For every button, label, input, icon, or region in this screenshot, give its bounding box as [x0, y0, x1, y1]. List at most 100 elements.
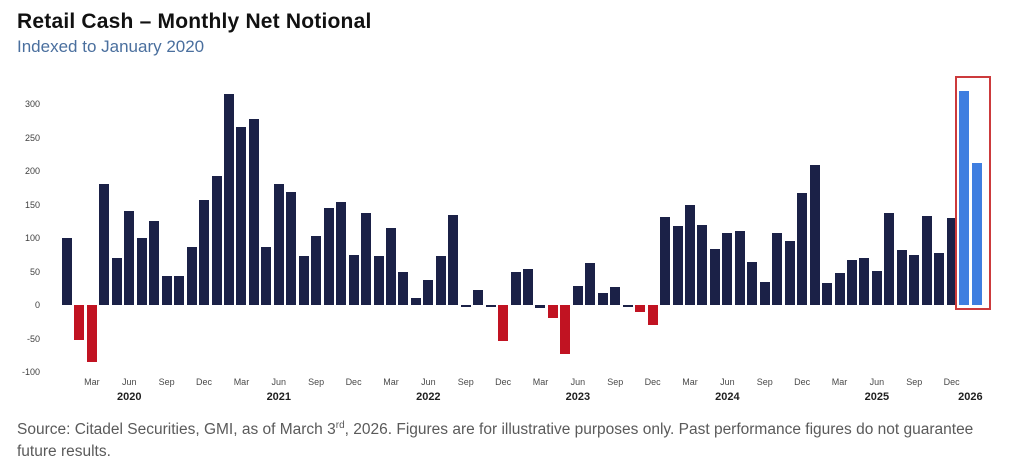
bar — [859, 258, 870, 305]
bar — [685, 204, 695, 305]
bar — [298, 256, 309, 305]
x-tick-label: Mar — [233, 377, 250, 387]
bar — [485, 305, 496, 307]
x-tick-label: Mar — [383, 377, 399, 387]
bar — [74, 305, 85, 340]
x-tick-label: Jun — [271, 377, 287, 387]
y-tick-label: -50 — [26, 333, 40, 344]
highlight-box — [954, 75, 991, 310]
bar — [199, 199, 210, 305]
bar — [248, 118, 259, 305]
year-label: 2026 — [958, 391, 983, 403]
bar — [410, 298, 421, 305]
y-tick-label: 0 — [34, 300, 40, 310]
year-label: 2024 — [715, 391, 740, 403]
bar — [161, 275, 172, 305]
x-tick-label: Sep — [906, 377, 923, 387]
x-tick-label: Dec — [196, 377, 213, 387]
year-label: 2025 — [864, 391, 890, 403]
bar — [759, 281, 770, 305]
x-tick-label: Mar — [532, 377, 549, 387]
bar — [361, 213, 372, 305]
bar — [622, 305, 633, 307]
bar — [136, 238, 147, 305]
bar — [348, 255, 359, 305]
bar — [635, 305, 646, 312]
bar — [373, 256, 384, 305]
chart-subtitle: Indexed to January 2020 — [17, 37, 205, 56]
year-label: 2020 — [117, 391, 142, 403]
chart-title: Retail Cash – Monthly Net Notional — [17, 10, 372, 33]
y-tick-label: 200 — [24, 166, 40, 176]
x-tick-label: Dec — [943, 377, 960, 387]
bar — [510, 271, 521, 305]
x-tick-label: Dec — [345, 377, 362, 387]
year-label: 2023 — [565, 391, 591, 403]
bar — [535, 305, 546, 308]
bar — [261, 247, 272, 305]
y-tick-label: 300 — [24, 99, 40, 109]
bar — [223, 93, 234, 305]
bar — [971, 162, 982, 305]
year-label: 2022 — [416, 391, 441, 403]
x-tick-label: Mar — [84, 377, 100, 387]
bar — [909, 255, 920, 305]
bar — [323, 207, 334, 305]
bar — [523, 269, 534, 305]
bar — [959, 90, 970, 305]
source-superscript: rd — [335, 419, 345, 431]
bar — [423, 279, 434, 305]
bar — [772, 233, 783, 305]
bar — [498, 305, 509, 342]
x-tick-label: Dec — [644, 377, 661, 387]
bar — [473, 290, 484, 305]
source-text-post: , 2026. Figures are for illustrative pur… — [17, 421, 974, 461]
x-tick-label: Sep — [158, 377, 175, 387]
bar — [946, 217, 957, 305]
bar — [273, 184, 284, 305]
bar — [186, 247, 197, 305]
bar — [62, 238, 72, 305]
bar — [784, 240, 795, 305]
x-tick-label: Jun — [421, 377, 436, 387]
x-tick-label: Sep — [756, 377, 773, 387]
year-label: 2021 — [266, 391, 292, 403]
bar — [797, 193, 808, 305]
bar — [398, 271, 409, 305]
bar — [435, 256, 446, 305]
bar — [560, 305, 571, 354]
bar — [174, 275, 185, 305]
bar — [647, 305, 658, 326]
bar — [448, 214, 459, 305]
bar — [585, 262, 596, 305]
y-tick-label: 100 — [24, 233, 40, 243]
bar — [846, 260, 857, 305]
bar — [871, 270, 882, 305]
y-tick-label: 50 — [29, 266, 40, 277]
bar — [460, 305, 471, 307]
bar — [672, 225, 683, 305]
bar — [896, 250, 907, 305]
bar — [610, 286, 621, 305]
source-disclaimer-text: Source: Citadel Securities, GMI, as of M… — [17, 419, 1012, 464]
bar — [572, 286, 583, 305]
y-tick-label: -100 — [21, 367, 40, 377]
y-tick-label: 150 — [24, 199, 40, 210]
y-tick-label: 250 — [24, 132, 40, 143]
x-tick-label: Sep — [457, 377, 474, 387]
x-tick-label: Mar — [831, 377, 848, 387]
bar — [747, 262, 758, 305]
bar — [834, 272, 845, 305]
x-tick-label: Dec — [794, 377, 811, 387]
bar — [722, 232, 733, 305]
bar — [822, 282, 833, 305]
bar — [734, 230, 745, 305]
x-tick-label: Jun — [720, 377, 735, 387]
bar — [286, 191, 297, 305]
bar — [124, 211, 135, 305]
source-text-pre: Source: Citadel Securities, GMI, as of M… — [17, 421, 336, 438]
bar — [86, 305, 97, 362]
bar — [211, 175, 222, 305]
